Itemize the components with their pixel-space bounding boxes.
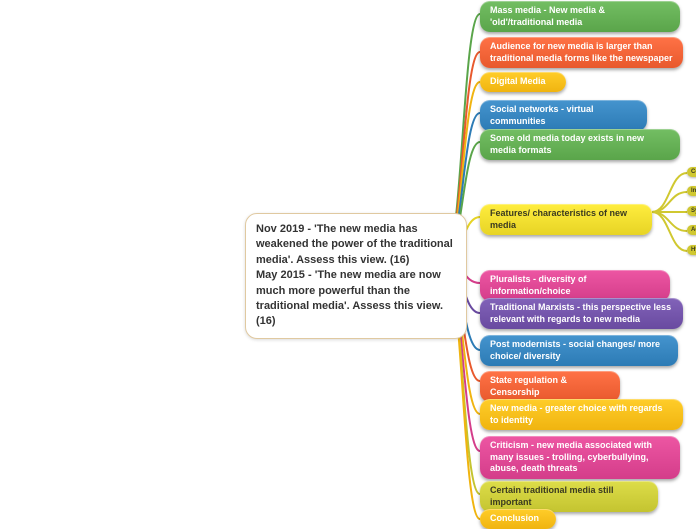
branch-node-2[interactable]: Digital Media	[480, 72, 566, 92]
sub-node-0[interactable]: Co	[687, 167, 696, 177]
branch-node-0[interactable]: Mass media - New media & 'old'/tradition…	[480, 1, 680, 32]
branch-node-1[interactable]: Audience for new media is larger than tr…	[480, 37, 683, 68]
branch-node-13[interactable]: Conclusion	[480, 509, 556, 529]
sub-node-4[interactable]: Hy	[687, 245, 696, 255]
root-node[interactable]: Nov 2019 - 'The new media has weakened t…	[245, 213, 467, 339]
branch-node-4[interactable]: Some old media today exists in new media…	[480, 129, 680, 160]
sub-node-2[interactable]: Sy	[687, 206, 696, 216]
branch-node-11[interactable]: Criticism - new media associated with ma…	[480, 436, 680, 479]
branch-node-8[interactable]: Post modernists - social changes/ more c…	[480, 335, 678, 366]
sub-node-1[interactable]: In	[687, 186, 696, 196]
branch-node-12[interactable]: Certain traditional media still importan…	[480, 481, 658, 512]
branch-node-9[interactable]: State regulation & Censorship	[480, 371, 620, 402]
sub-node-3[interactable]: Ac	[687, 225, 696, 235]
branch-node-5[interactable]: Features/ characteristics of new media	[480, 204, 652, 235]
branch-node-6[interactable]: Pluralists - diversity of information/ch…	[480, 270, 670, 301]
branch-node-10[interactable]: New media - greater choice with regards …	[480, 399, 683, 430]
branch-node-7[interactable]: Traditional Marxists - this perspective …	[480, 298, 683, 329]
branch-node-3[interactable]: Social networks - virtual communities	[480, 100, 647, 131]
